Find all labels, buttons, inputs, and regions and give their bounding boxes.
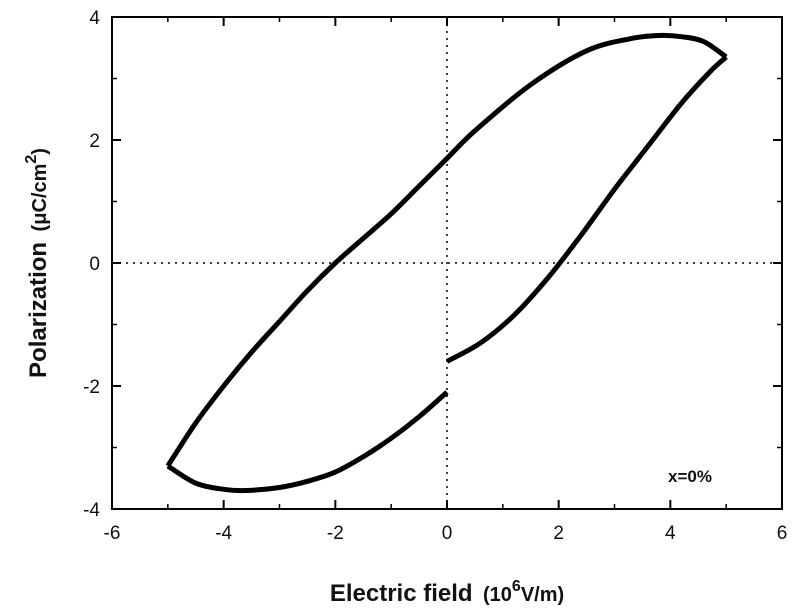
curve-segment-ascending-branch: [166, 390, 449, 494]
annotation-label: x=0%: [668, 467, 712, 486]
hysteresis-loop: [165, 32, 728, 494]
y-axis-title: Polarization (μC/cm2): [23, 148, 52, 378]
x-axis-title-unit-sup: 6: [512, 578, 521, 595]
y-tick-label: -4: [83, 500, 100, 521]
x-tick-label: -2: [327, 523, 344, 544]
y-tick-label: 4: [89, 8, 100, 29]
x-tick-label: 2: [553, 523, 564, 544]
axis-ticks: [111, 16, 783, 510]
curve-segment-initial-branch: [445, 55, 728, 364]
x-axis-title-main: Electric field: [330, 580, 473, 607]
x-tick-label: -6: [104, 523, 121, 544]
y-axis-title-unit: (μC/cm: [29, 164, 51, 232]
y-tick-label: -2: [83, 377, 100, 398]
y-axis-title-unit-sup: 2: [23, 155, 40, 164]
y-axis-title-main: Polarization: [25, 242, 52, 378]
x-tick-label: 4: [665, 523, 676, 544]
x-axis-title-unit: (10: [483, 584, 512, 606]
y-tick-label: 0: [89, 254, 100, 275]
x-axis-title-unit-suffix: V/m): [521, 584, 564, 606]
x-tick-label: -4: [215, 523, 232, 544]
x-tick-label: 6: [777, 523, 788, 544]
x-tick-label: 0: [442, 523, 453, 544]
curve-segment-descending-branch: [165, 32, 728, 468]
y-axis-title-unit-suffix: ): [29, 148, 51, 155]
x-axis-title: Electric field (106V/m): [330, 578, 564, 607]
y-tick-label: 2: [89, 131, 100, 152]
